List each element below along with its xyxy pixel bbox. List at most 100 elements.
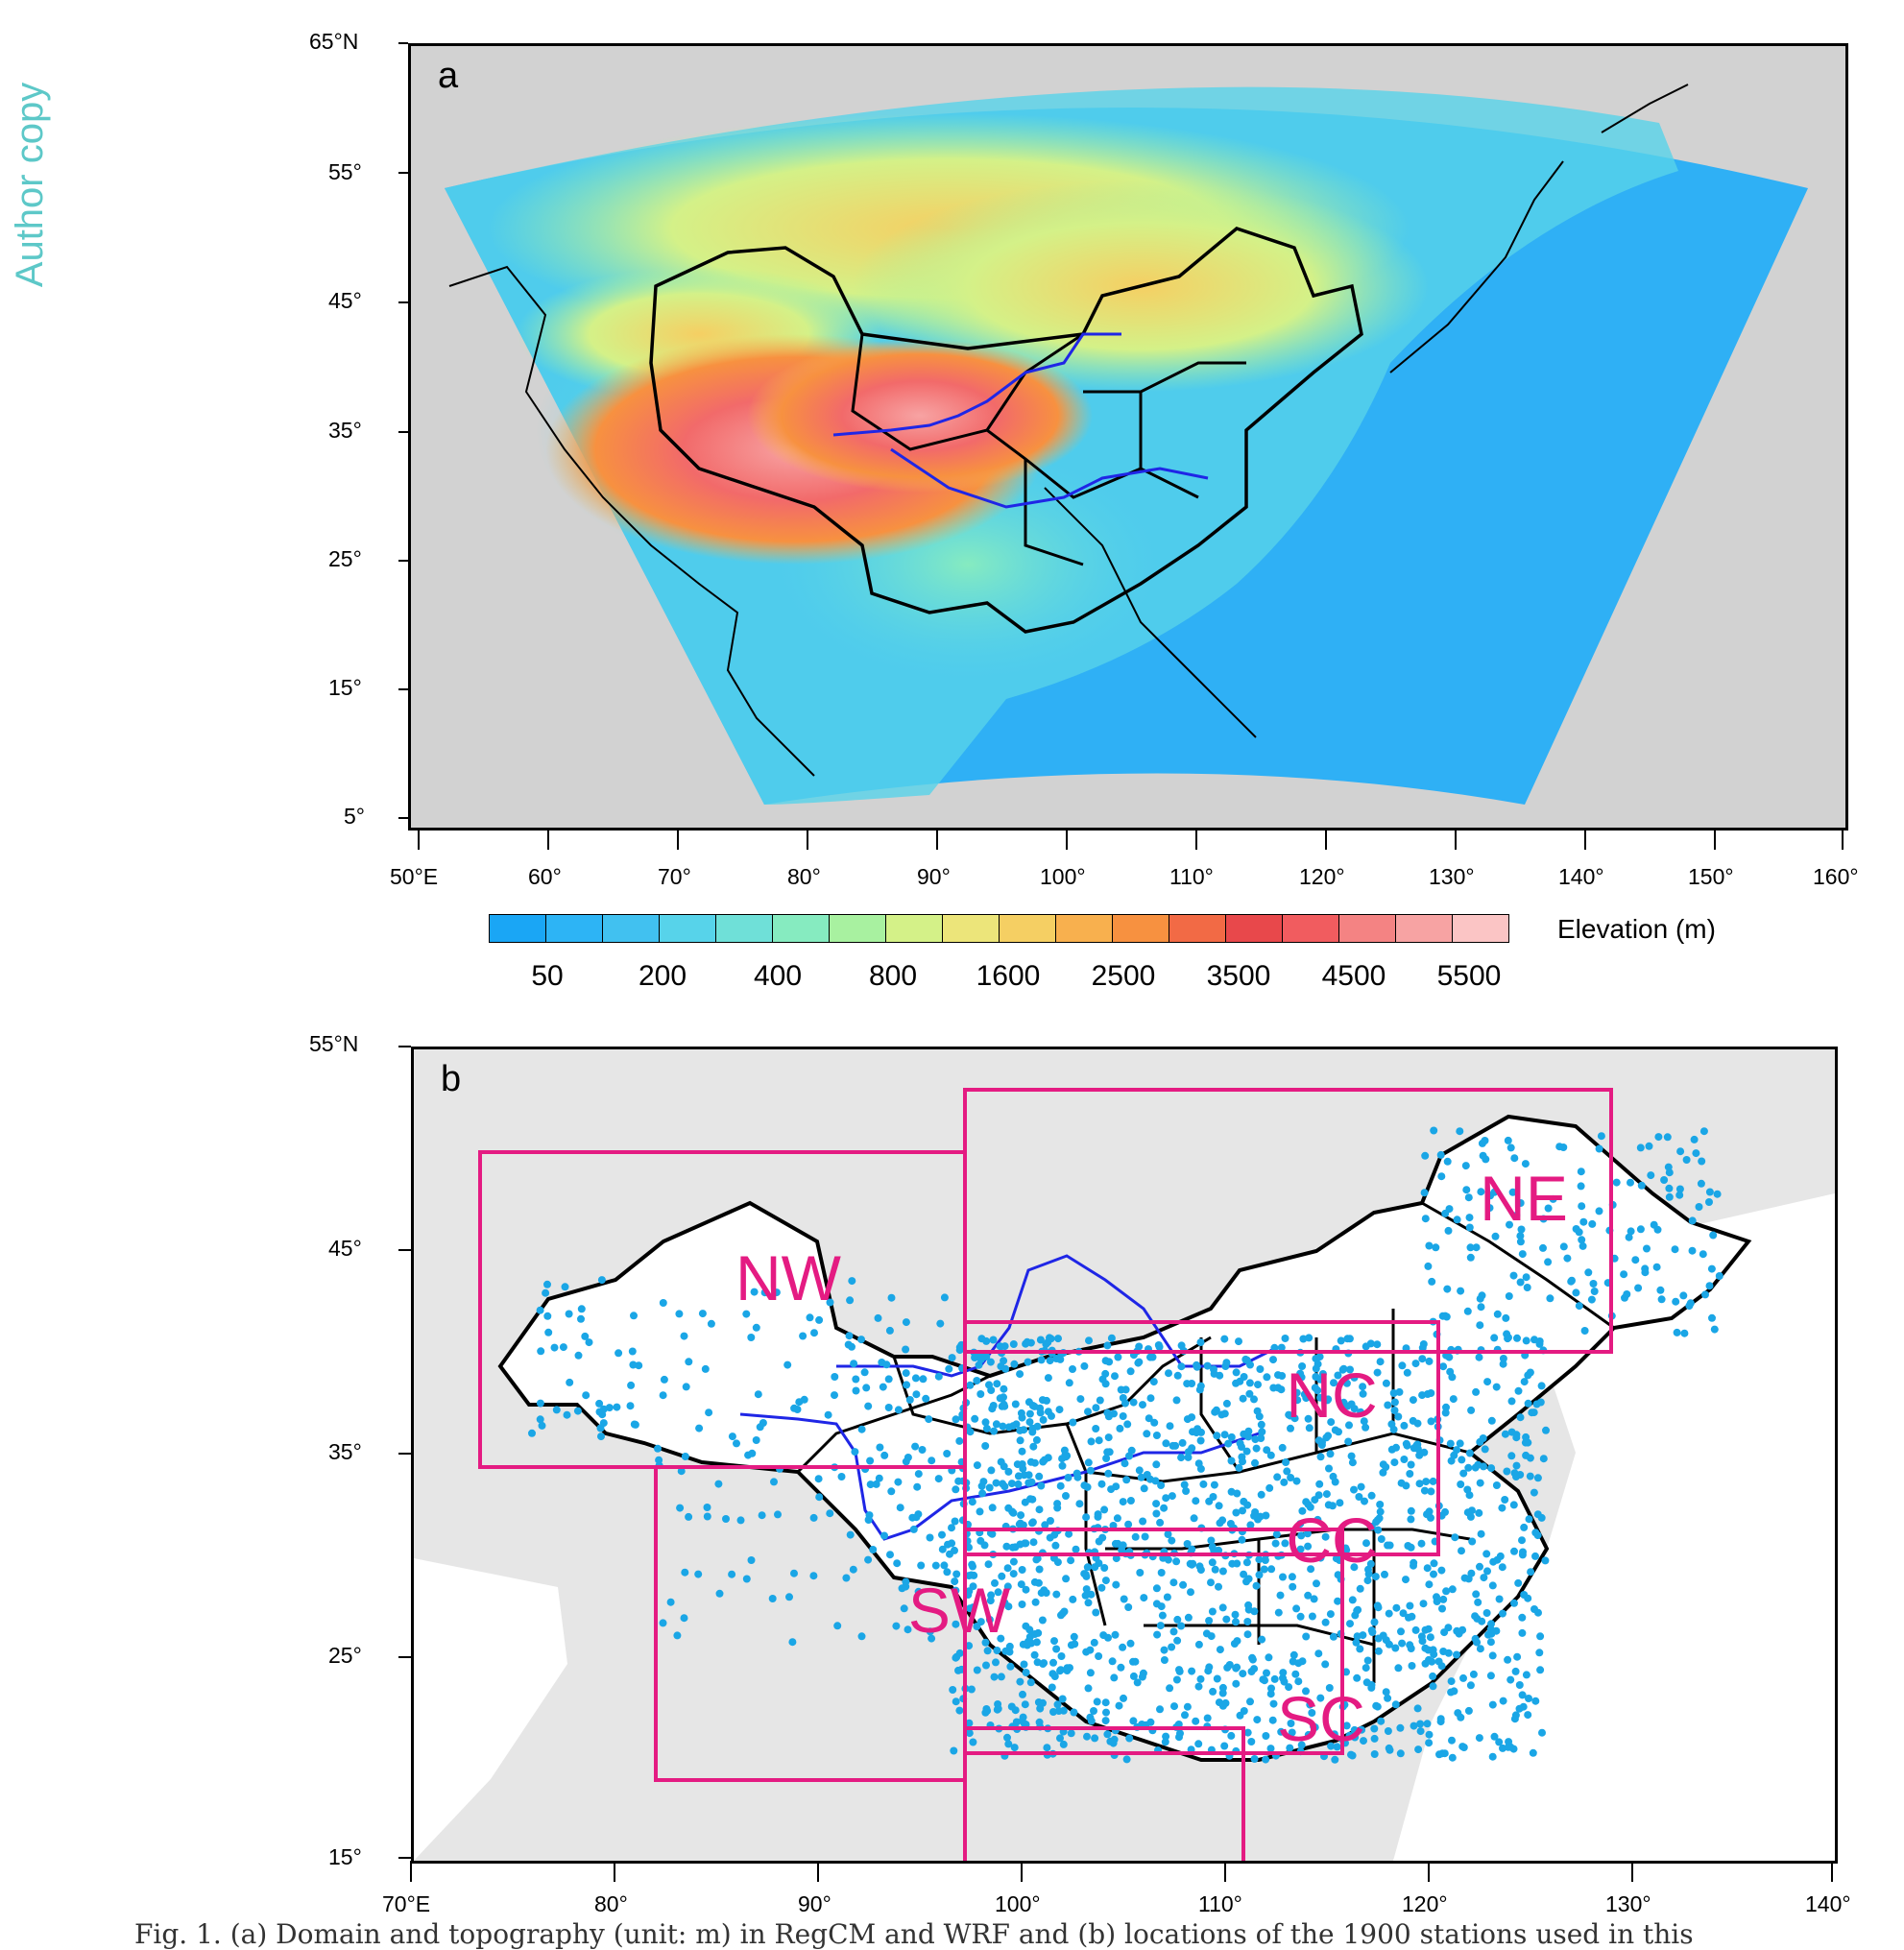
station-dot: [742, 1575, 751, 1583]
station-dot: [1413, 1445, 1422, 1454]
station-dot: [1298, 1657, 1307, 1666]
station-dot: [1111, 1372, 1119, 1381]
station-dot: [1465, 1449, 1474, 1457]
panel-b-ytick-55N: 55°N: [309, 1031, 359, 1056]
station-dot: [1257, 1420, 1265, 1429]
station-dot: [952, 1570, 961, 1578]
station-dot: [1402, 1439, 1410, 1448]
station-dot: [1482, 1155, 1490, 1164]
station-dot: [1584, 1268, 1593, 1277]
station-dot: [550, 1343, 559, 1352]
station-dot: [1239, 1506, 1246, 1515]
station-dot: [1017, 1511, 1025, 1520]
station-dot: [1518, 1613, 1527, 1622]
station-dot: [1449, 1395, 1458, 1404]
station-dot: [1396, 1723, 1405, 1732]
station-dot: [1315, 1353, 1324, 1361]
panel-a-ytick-55: 55°: [328, 159, 362, 184]
station-dot: [1152, 1500, 1161, 1508]
station-dot: [922, 1394, 930, 1403]
station-dot: [1590, 1288, 1599, 1295]
station-dot: [997, 1673, 1005, 1681]
station-dot: [1296, 1545, 1305, 1553]
station-dot: [955, 1706, 964, 1715]
station-dot: [1533, 1474, 1542, 1482]
station-dot: [1485, 1204, 1494, 1213]
station-dot: [774, 1510, 782, 1519]
station-dot: [985, 1483, 994, 1492]
station-dot: [1004, 1740, 1013, 1748]
panel-a-xtick-160: 160°: [1813, 864, 1859, 889]
station-dot: [1254, 1381, 1262, 1389]
station-dot: [1122, 1755, 1131, 1764]
station-dot: [1281, 1335, 1289, 1342]
station-dot: [948, 1524, 955, 1532]
station-dot: [1177, 1622, 1186, 1630]
station-dot: [1705, 1282, 1714, 1290]
station-dot: [1362, 1664, 1370, 1673]
station-dot: [750, 1288, 759, 1296]
station-dot: [1360, 1737, 1367, 1745]
station-dot: [938, 1530, 946, 1539]
station-dot: [1409, 1416, 1417, 1425]
station-dot: [940, 1293, 949, 1302]
station-dot: [1222, 1359, 1231, 1367]
station-dot: [1390, 1398, 1399, 1407]
station-dot: [948, 1354, 956, 1362]
station-dot: [1384, 1401, 1392, 1409]
station-dot: [845, 1332, 854, 1340]
station-dot: [1538, 1728, 1546, 1737]
station-dot: [815, 1315, 824, 1324]
station-dot: [680, 1614, 688, 1623]
station-dot: [1220, 1742, 1229, 1750]
station-dot: [1521, 1160, 1530, 1168]
station-dot: [1536, 1632, 1545, 1641]
station-dot: [1490, 1732, 1499, 1741]
station-dot: [1477, 1188, 1485, 1196]
station-dot: [1546, 1294, 1555, 1303]
station-dot: [1086, 1466, 1095, 1475]
station-dot: [1429, 1477, 1437, 1485]
station-dot: [1476, 1562, 1483, 1571]
station-dot: [1363, 1577, 1372, 1585]
station-dot: [992, 1658, 1000, 1667]
station-dot: [1411, 1625, 1420, 1634]
station-dot: [1386, 1541, 1394, 1550]
station-dot: [831, 1391, 838, 1400]
station-dot: [1126, 1367, 1135, 1376]
station-dot: [1152, 1584, 1161, 1593]
station-dot: [1000, 1599, 1009, 1607]
station-dot: [1194, 1682, 1203, 1691]
station-dot: [1189, 1559, 1197, 1568]
station-dot: [1084, 1408, 1092, 1416]
station-dot: [1468, 1537, 1477, 1546]
station-dot: [1597, 1132, 1605, 1141]
station-dot: [1627, 1178, 1634, 1187]
station-dot: [538, 1421, 546, 1430]
station-dot: [1486, 1672, 1495, 1680]
station-dot: [630, 1420, 639, 1429]
station-dot: [983, 1647, 992, 1655]
station-dot: [544, 1328, 553, 1336]
station-dot: [1323, 1396, 1332, 1405]
station-dot: [988, 1504, 997, 1512]
station-dot: [1120, 1694, 1127, 1702]
station-dot: [1334, 1597, 1342, 1605]
station-dot: [1227, 1432, 1236, 1441]
station-dot: [1262, 1732, 1270, 1740]
station-dot: [1364, 1565, 1372, 1574]
station-dot: [1413, 1704, 1422, 1713]
station-dot: [635, 1361, 643, 1370]
station-dot: [1255, 1571, 1264, 1579]
station-dot: [1411, 1360, 1420, 1368]
station-dot: [1480, 1574, 1488, 1582]
station-dot: [1466, 1512, 1475, 1521]
station-dot: [1024, 1471, 1033, 1480]
station-dot: [1326, 1450, 1335, 1458]
station-dot: [1421, 1215, 1430, 1223]
station-dot: [1428, 1657, 1436, 1666]
station-dot: [1330, 1379, 1338, 1387]
station-dot: [1205, 1617, 1214, 1625]
station-dot: [1370, 1750, 1379, 1758]
station-dot: [1342, 1721, 1351, 1730]
